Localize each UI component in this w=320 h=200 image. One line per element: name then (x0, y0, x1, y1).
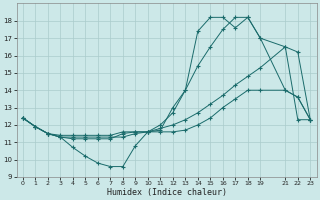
X-axis label: Humidex (Indice chaleur): Humidex (Indice chaleur) (107, 188, 227, 197)
